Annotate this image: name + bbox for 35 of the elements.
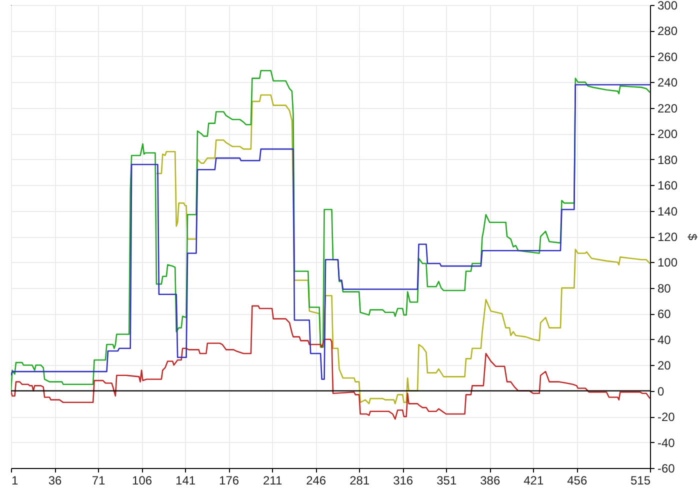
y-tick-label: 200 (658, 127, 678, 142)
x-tick-label: 71 (92, 474, 106, 488)
y-tick-label: 260 (658, 50, 678, 64)
x-tick-label: 176 (219, 474, 240, 488)
y-tick-label: 280 (658, 24, 678, 38)
y-axis-title: $ (686, 234, 700, 241)
x-tick-label: 246 (306, 474, 326, 488)
y-tick-label: 240 (658, 76, 678, 90)
x-tick-label: 316 (393, 474, 414, 488)
y-tick-label: 0 (658, 384, 664, 398)
x-tick-label: 141 (176, 474, 196, 488)
x-tick-label: 351 (436, 474, 457, 488)
x-tick-label: 515 (630, 474, 651, 488)
y-tick-label: 180 (658, 152, 678, 167)
y-tick-label: 40 (658, 332, 672, 347)
y-tick-label: 60 (658, 307, 672, 322)
y-tick-label: -40 (658, 436, 676, 450)
y-tick-label: -20 (658, 410, 676, 424)
y-tick-label: 100 (658, 256, 678, 270)
y-tick-label: 20 (658, 358, 672, 373)
x-tick-label: 1 (12, 474, 18, 488)
x-tick-label: 456 (567, 474, 588, 488)
x-tick-label: 211 (263, 474, 282, 488)
x-tick-label: 281 (350, 474, 370, 488)
y-tick-label: 300 (658, 0, 678, 12)
x-tick-label: 36 (48, 474, 62, 488)
y-tick-label: 140 (658, 204, 678, 218)
y-tick-label: 80 (658, 281, 672, 296)
x-tick-label: 421 (524, 474, 544, 488)
y-tick-label: 160 (658, 178, 678, 193)
y-tick-label: 120 (658, 230, 678, 244)
y-tick-label: -60 (658, 462, 676, 476)
y-tick-label: 220 (658, 101, 678, 116)
x-tick-label: 106 (132, 474, 152, 488)
x-tick-label: 386 (480, 474, 500, 488)
